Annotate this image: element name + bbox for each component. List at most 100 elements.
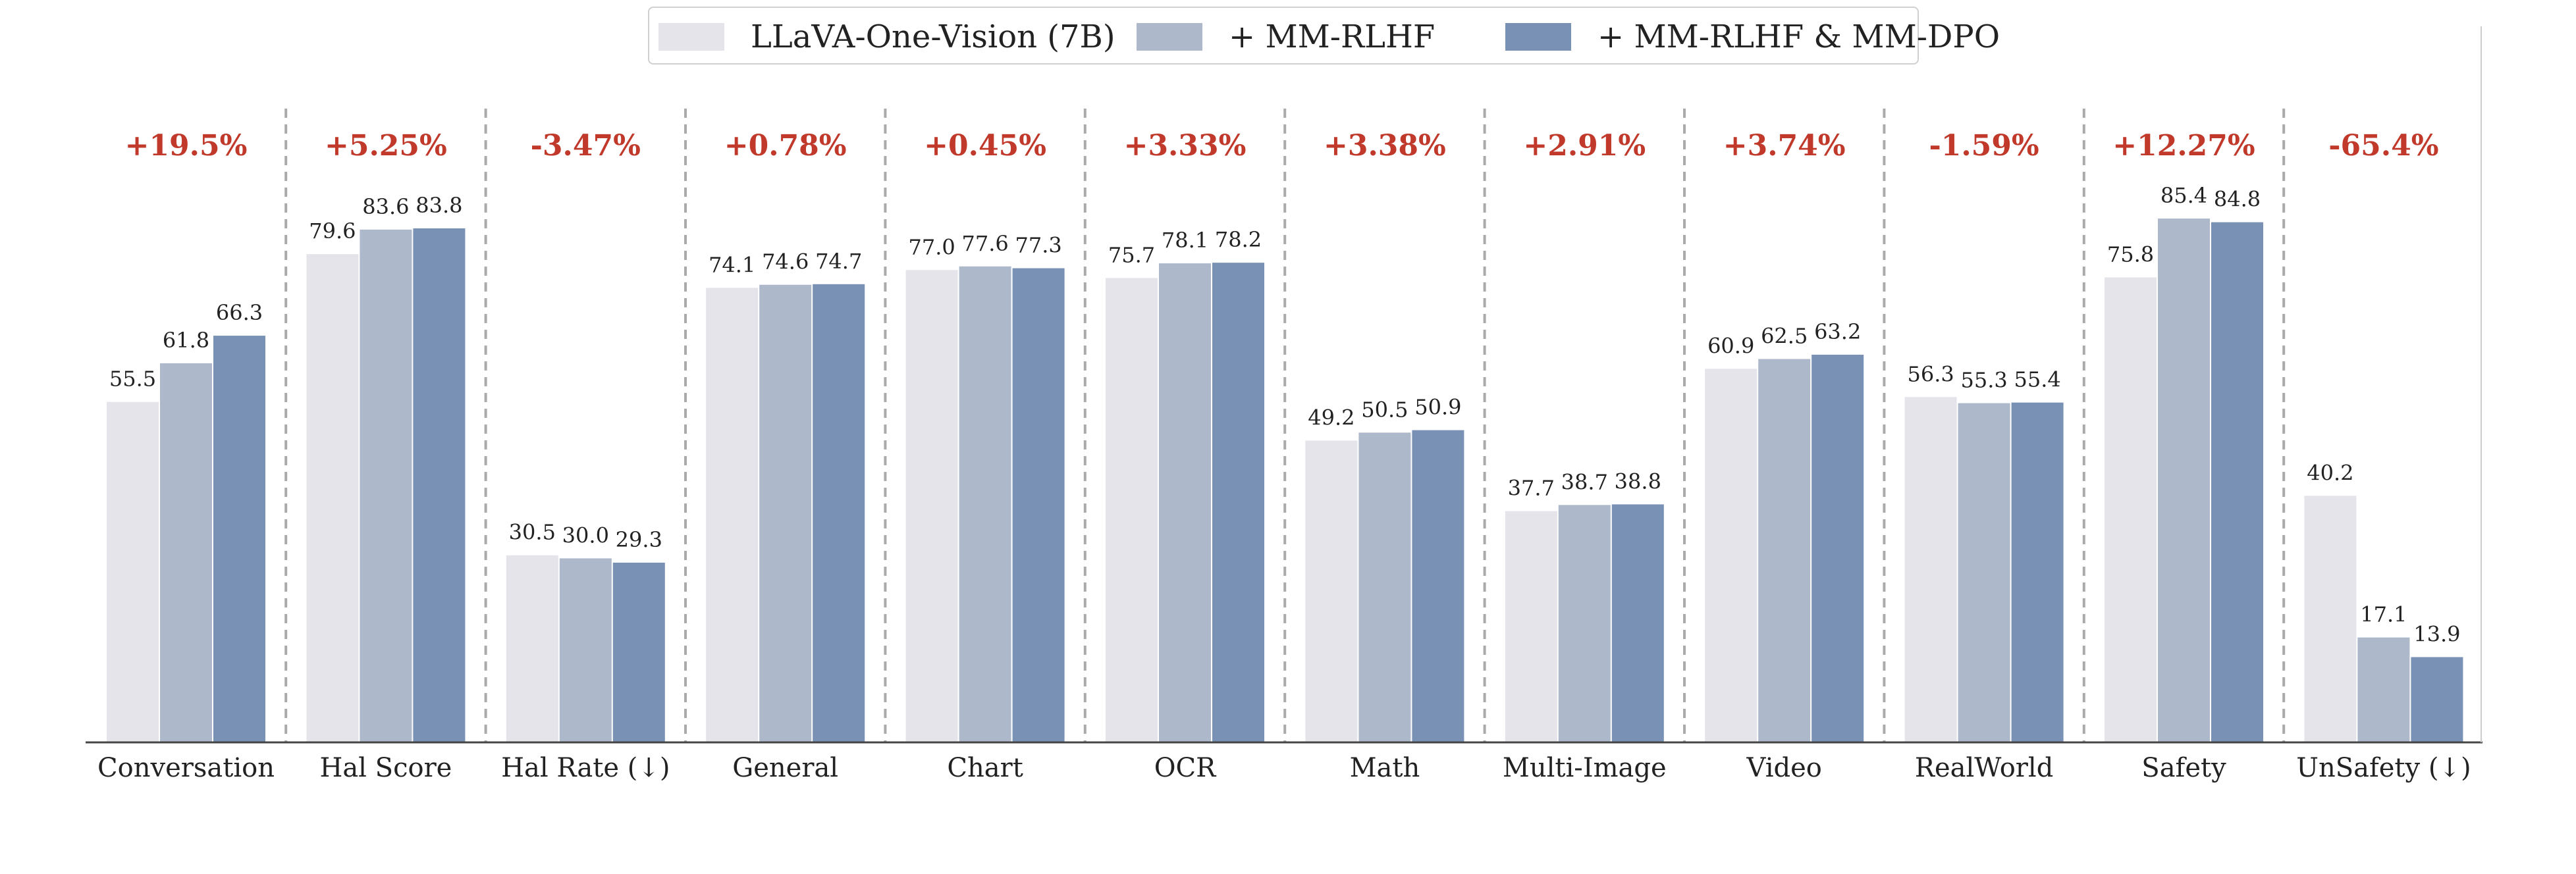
x-tick-labels: Conversation Hal Score Hal Rate (↓) General… (97, 753, 2471, 783)
tick-label-9: RealWorld (1915, 753, 2053, 783)
group-separators (284, 109, 2286, 742)
bar-9-1 (1958, 403, 2010, 742)
bar-7-1 (1558, 505, 1611, 742)
value-label-7-2: 38.8 (1615, 469, 1661, 494)
bar-5-0 (1106, 278, 1158, 742)
legend-label-mm-rlhf: + MM-RLHF (1229, 18, 1436, 55)
value-label-7-0: 37.7 (1508, 476, 1555, 501)
bar-5-1 (1159, 263, 1211, 742)
legend-swatch-mm-rlhf (1137, 23, 1202, 51)
value-label-9-0: 56.3 (1907, 361, 1954, 386)
value-label-9-1: 55.3 (1960, 368, 2007, 393)
value-label-4-0: 77.0 (908, 234, 955, 259)
annotation-6: +3.38% (1324, 129, 1446, 163)
value-label-4-2: 77.3 (1015, 233, 1061, 258)
bar-7-2 (1611, 504, 1664, 742)
value-labels: 55.5 61.8 66.3 79.683.6 83.8 30.5 30.0 29.3 74.1… (109, 183, 2461, 646)
tick-label-5: OCR (1154, 753, 1217, 783)
value-label-2-1: 30.0 (562, 523, 609, 548)
bar-8-1 (1758, 359, 1811, 742)
legend-label-base: LLaVA-One-Vision (7B) (751, 18, 1115, 55)
bar-8-0 (1705, 369, 1758, 742)
tick-label-8: Video (1746, 753, 1822, 783)
annotation-9: -1.59% (1929, 129, 2039, 163)
bar-10-1 (2158, 218, 2210, 742)
annotation-2: -3.47% (531, 129, 641, 163)
value-label-9-2: 55.4 (2014, 367, 2060, 392)
bar-6-1 (1358, 432, 1411, 742)
value-label-6-0: 49.2 (1308, 405, 1355, 430)
bar-5-2 (1212, 263, 1264, 742)
tick-label-6: Math (1350, 753, 1420, 783)
legend-item-mm-dpo: + MM-RLHF & MM-DPO (1505, 8, 2000, 66)
value-label-11-0: 40.2 (2307, 460, 2353, 485)
tick-label-11: UnSafety (↓) (2296, 753, 2471, 783)
legend-item-mm-rlhf: + MM-RLHF (1137, 8, 1435, 66)
bar-0-1 (160, 363, 212, 742)
tick-label-2: Hal Rate (↓) (501, 753, 670, 783)
annotation-1: +5.25% (325, 129, 447, 163)
bar-3-0 (706, 288, 759, 742)
tick-label-3: General (732, 753, 838, 783)
bar-8-2 (1811, 354, 1864, 742)
annotation-5: +3.33% (1124, 129, 1247, 163)
bar-10-0 (2105, 277, 2157, 742)
value-label-1-0: 79.6 (309, 218, 356, 244)
value-label-6-1: 50.5 (1361, 397, 1408, 422)
bar-0-2 (213, 336, 265, 743)
value-label-3-1: 74.6 (762, 249, 809, 274)
legend: LLaVA-One-Vision (7B) + MM-RLHF + MM-RLH… (648, 7, 2000, 66)
annotation-0: +19.5% (125, 129, 248, 163)
legend-swatch-base (658, 23, 724, 51)
bar-11-2 (2411, 657, 2463, 742)
tick-label-10: Safety (2141, 753, 2226, 783)
legend-label-mm-dpo: + MM-RLHF & MM-DPO (1597, 18, 2000, 55)
value-label-5-0: 75.7 (1108, 242, 1155, 267)
bar-2-2 (612, 562, 665, 742)
tick-label-7: Multi-Image (1503, 753, 1667, 783)
bar-7-0 (1505, 511, 1557, 742)
value-label-1-2: 83.8 (416, 193, 462, 218)
annotation-4: +0.45% (924, 129, 1046, 163)
bars (107, 218, 2463, 743)
legend-item-base: LLaVA-One-Vision (7B) (658, 8, 1115, 66)
value-label-3-2: 74.7 (815, 249, 862, 274)
improvement-annotations: +19.5% +5.25% -3.47% +0.78% +0.45% +3.33% +3.3… (125, 129, 2439, 163)
value-label-8-1: 62.5 (1761, 324, 1808, 349)
annotation-8: +3.74% (1723, 129, 1846, 163)
value-label-8-0: 60.9 (1707, 333, 1754, 358)
value-label-10-0: 75.8 (2107, 242, 2154, 267)
tick-label-0: Conversation (97, 753, 275, 783)
bar-11-1 (2357, 637, 2410, 742)
bar-9-2 (2011, 402, 2064, 742)
annotation-11: -65.4% (2328, 129, 2438, 163)
bar-10-2 (2211, 222, 2263, 742)
value-label-6-2: 50.9 (1414, 395, 1461, 420)
value-label-10-2: 84.8 (2214, 187, 2261, 212)
value-label-10-1: 85.4 (2160, 183, 2207, 208)
value-label-0-0: 55.5 (109, 367, 156, 392)
value-label-8-2: 63.2 (1814, 319, 1861, 344)
value-label-7-1: 38.7 (1561, 469, 1608, 494)
legend-swatch-mm-dpo (1505, 23, 1571, 51)
annotation-3: +0.78% (724, 129, 847, 163)
bar-1-2 (413, 228, 466, 742)
value-label-11-2: 13.9 (2413, 621, 2460, 646)
bar-3-1 (759, 284, 812, 742)
bar-4-1 (959, 266, 1011, 742)
value-label-0-2: 66.3 (216, 300, 263, 325)
bar-6-0 (1305, 440, 1358, 742)
tick-label-1: Hal Score (319, 753, 452, 783)
value-label-2-2: 29.3 (616, 527, 662, 552)
value-label-4-1: 77.6 (961, 231, 1008, 256)
value-label-1-1: 83.6 (362, 194, 409, 219)
value-label-2-0: 30.5 (509, 520, 556, 545)
bar-2-1 (559, 558, 612, 742)
value-label-3-0: 74.1 (709, 252, 755, 277)
bar-0-0 (107, 401, 159, 742)
bar-11-0 (2304, 496, 2357, 742)
bar-1-1 (360, 229, 412, 742)
bar-2-0 (506, 555, 558, 742)
bar-4-2 (1012, 268, 1065, 743)
